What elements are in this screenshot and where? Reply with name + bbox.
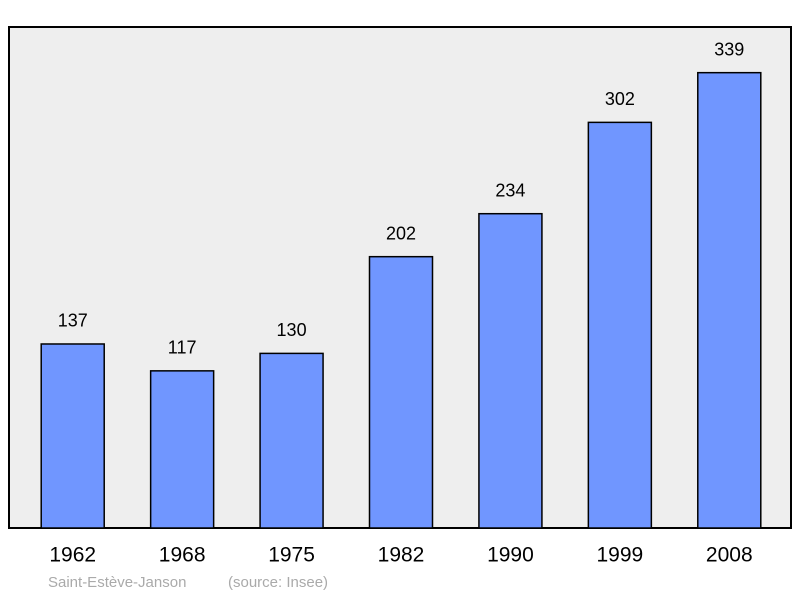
source: (source: Insee) [228,574,328,591]
x-tick-label: 1982 [378,544,425,567]
value-label: 339 [714,39,744,59]
value-label: 234 [495,180,525,200]
bar [368,255,434,529]
bar [587,121,653,529]
x-tick-label: 1975 [268,544,315,567]
bar [40,343,105,529]
caption: Saint-Estève-Janson [48,574,186,591]
x-tick-label: 1999 [596,544,643,567]
value-label: 130 [277,320,307,340]
value-label: 117 [168,338,197,358]
x-tick-label: 2008 [706,544,753,567]
bar [478,212,543,529]
value-label: 202 [386,223,416,243]
x-tick-label: 1990 [487,544,534,567]
value-label: 137 [58,311,88,331]
bar [259,352,324,529]
x-tick-label: 1968 [159,544,206,567]
x-tick-label: 1962 [49,544,96,567]
value-label: 302 [605,89,635,109]
bar [697,71,762,529]
bar [149,370,215,529]
